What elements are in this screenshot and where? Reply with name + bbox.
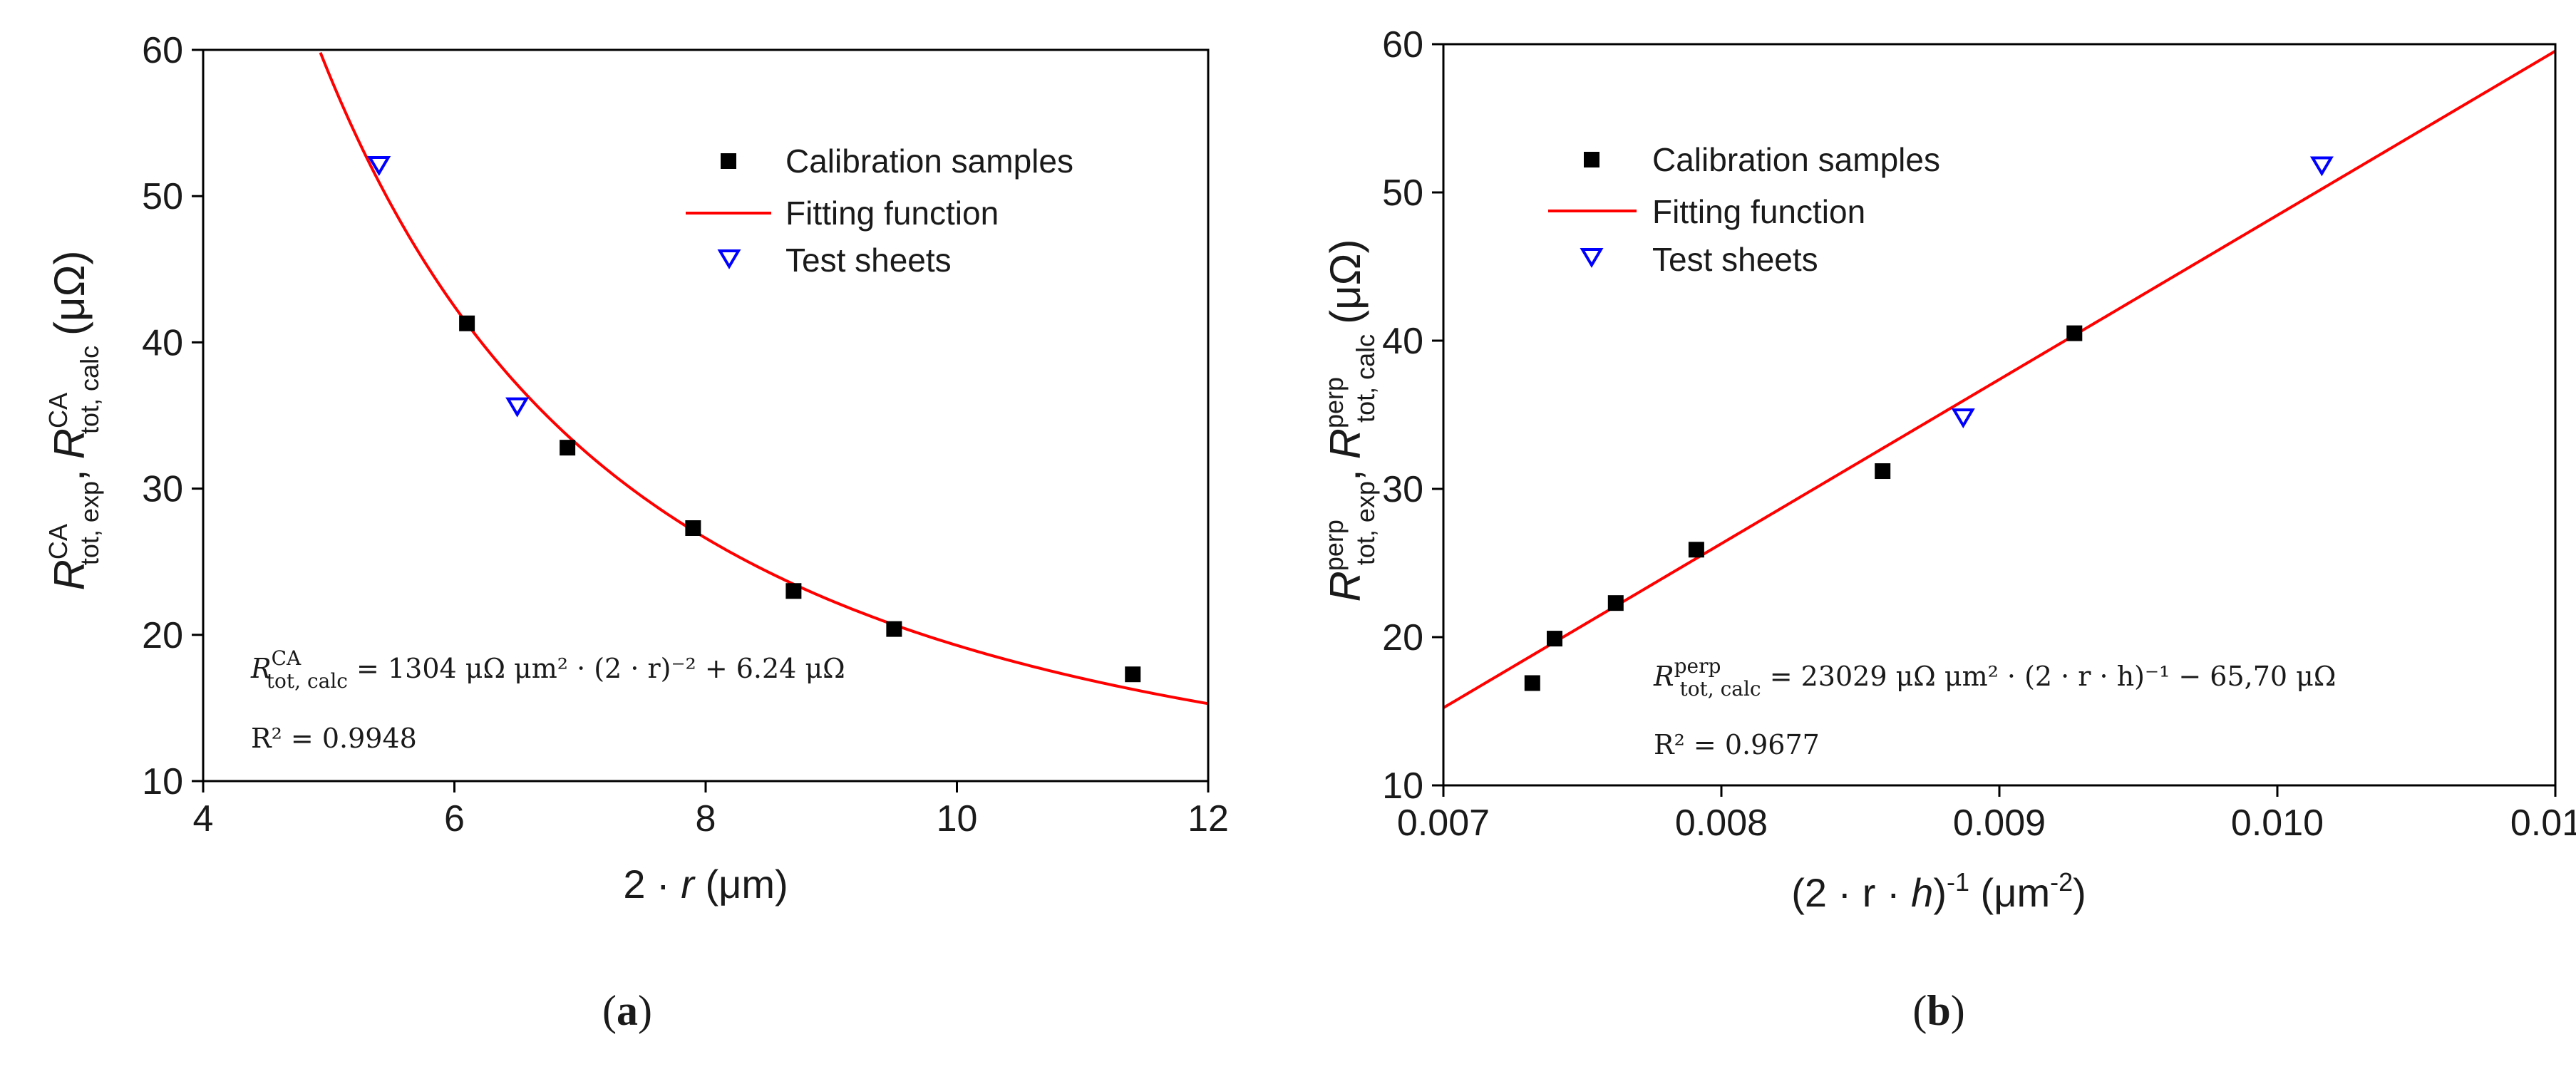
legend-b-label-fit: Fitting function xyxy=(1652,193,1865,230)
y-tick-label-a: 20 xyxy=(142,615,183,656)
panel-label-a: (a) xyxy=(602,987,652,1034)
calibration-point-a xyxy=(785,583,802,599)
calibration-point-a xyxy=(560,440,576,456)
calibration-point-b xyxy=(1524,675,1540,691)
x-tick-label-b: 0.011 xyxy=(2510,802,2576,844)
legend-a-label-test: Test sheets xyxy=(785,242,952,279)
test-sheet-point-b xyxy=(1951,408,1975,429)
legend-b-label-test: Test sheets xyxy=(1652,241,1818,278)
chart-b: 0.007 0.008 0.009 0.010 0.011 10 20 30 40 50 60 Ca… xyxy=(1319,24,2576,1034)
y-tick-label-b: 60 xyxy=(1382,24,1423,66)
y-axis-title-b: Rperptot, exp,Rperptot, calc(μΩ) xyxy=(1319,239,1380,601)
fit-line-b xyxy=(1442,49,2557,709)
legend-b: Calibration samples Fitting function Tes… xyxy=(1548,141,1940,278)
legend-b-marker-test xyxy=(1580,248,1604,268)
calibration-point-a xyxy=(685,520,701,537)
panel-label-b: (b) xyxy=(1912,987,1964,1034)
y-tick-label-b: 50 xyxy=(1382,172,1423,214)
equation-a: RCA tot, calc = 1304 μΩ μm² · (2 · r)⁻² +… xyxy=(250,646,845,693)
calibration-point-a xyxy=(459,315,475,331)
calibration-point-a xyxy=(1125,666,1141,683)
calibration-point-b xyxy=(1607,595,1624,611)
legend-a-marker-calibration xyxy=(721,153,736,169)
y-tick-label-b: 30 xyxy=(1382,469,1423,510)
calibration-point-b xyxy=(1875,463,1891,480)
legend-a-label-calibration: Calibration samples xyxy=(785,143,1073,180)
calibration-point-b xyxy=(2066,325,2083,341)
chart-a: 4 6 8 10 12 10 20 30 40 50 60 Calibration samples … xyxy=(43,30,1229,1034)
legend-b-marker-calibration xyxy=(1584,152,1599,167)
y-tick-label-a: 50 xyxy=(142,176,183,217)
legend-a-label-fit: Fitting function xyxy=(785,195,999,232)
fit-line-a xyxy=(319,51,1209,706)
x-tick-label-a: 8 xyxy=(696,798,716,840)
x-tick-label-b: 0.007 xyxy=(1397,802,1490,844)
y-tick-label-a: 60 xyxy=(142,30,183,71)
r-squared-a: R² = 0.9948 xyxy=(251,723,417,754)
y-axis-title-a: RCAtot, exp,RCAtot, calc(μΩ) xyxy=(43,251,104,591)
calibration-point-b xyxy=(1688,542,1704,558)
test-sheet-point-a xyxy=(505,397,530,418)
x-tick-label-b: 0.009 xyxy=(1953,802,2046,844)
r-squared-b: R² = 0.9677 xyxy=(1654,729,1820,760)
test-sheet-point-b xyxy=(2309,156,2334,177)
legend-b-label-calibration: Calibration samples xyxy=(1652,141,1940,178)
y-tick-label-b: 10 xyxy=(1382,765,1423,807)
calibration-point-a xyxy=(886,621,902,637)
x-axis-title-a: 2 · r (μm) xyxy=(623,862,788,907)
y-tick-label-b: 40 xyxy=(1382,321,1423,362)
y-tick-label-b: 20 xyxy=(1382,617,1423,659)
x-tick-label-a: 10 xyxy=(937,798,978,840)
y-tick-label-a: 10 xyxy=(142,761,183,802)
legend-a-marker-test xyxy=(717,249,741,269)
equation-b: Rperp tot, calc = 23029 μΩ μm² · (2 · r ·… xyxy=(1653,654,2336,701)
x-tick-label-a: 6 xyxy=(444,798,465,840)
x-tick-label-a: 4 xyxy=(193,798,214,840)
x-tick-label-b: 0.010 xyxy=(2231,802,2324,844)
x-axis-title-b: (2 · r · h)-1 (μm-2) xyxy=(1791,867,2086,915)
calibration-point-b xyxy=(1547,631,1562,647)
x-tick-label-b: 0.008 xyxy=(1675,802,1768,844)
y-tick-label-a: 30 xyxy=(142,469,183,510)
test-sheet-point-a xyxy=(367,156,391,176)
x-tick-label-a: 12 xyxy=(1187,798,1229,840)
legend-a: Calibration samples Fitting function Tes… xyxy=(686,143,1073,279)
y-tick-label-a: 40 xyxy=(142,322,183,363)
